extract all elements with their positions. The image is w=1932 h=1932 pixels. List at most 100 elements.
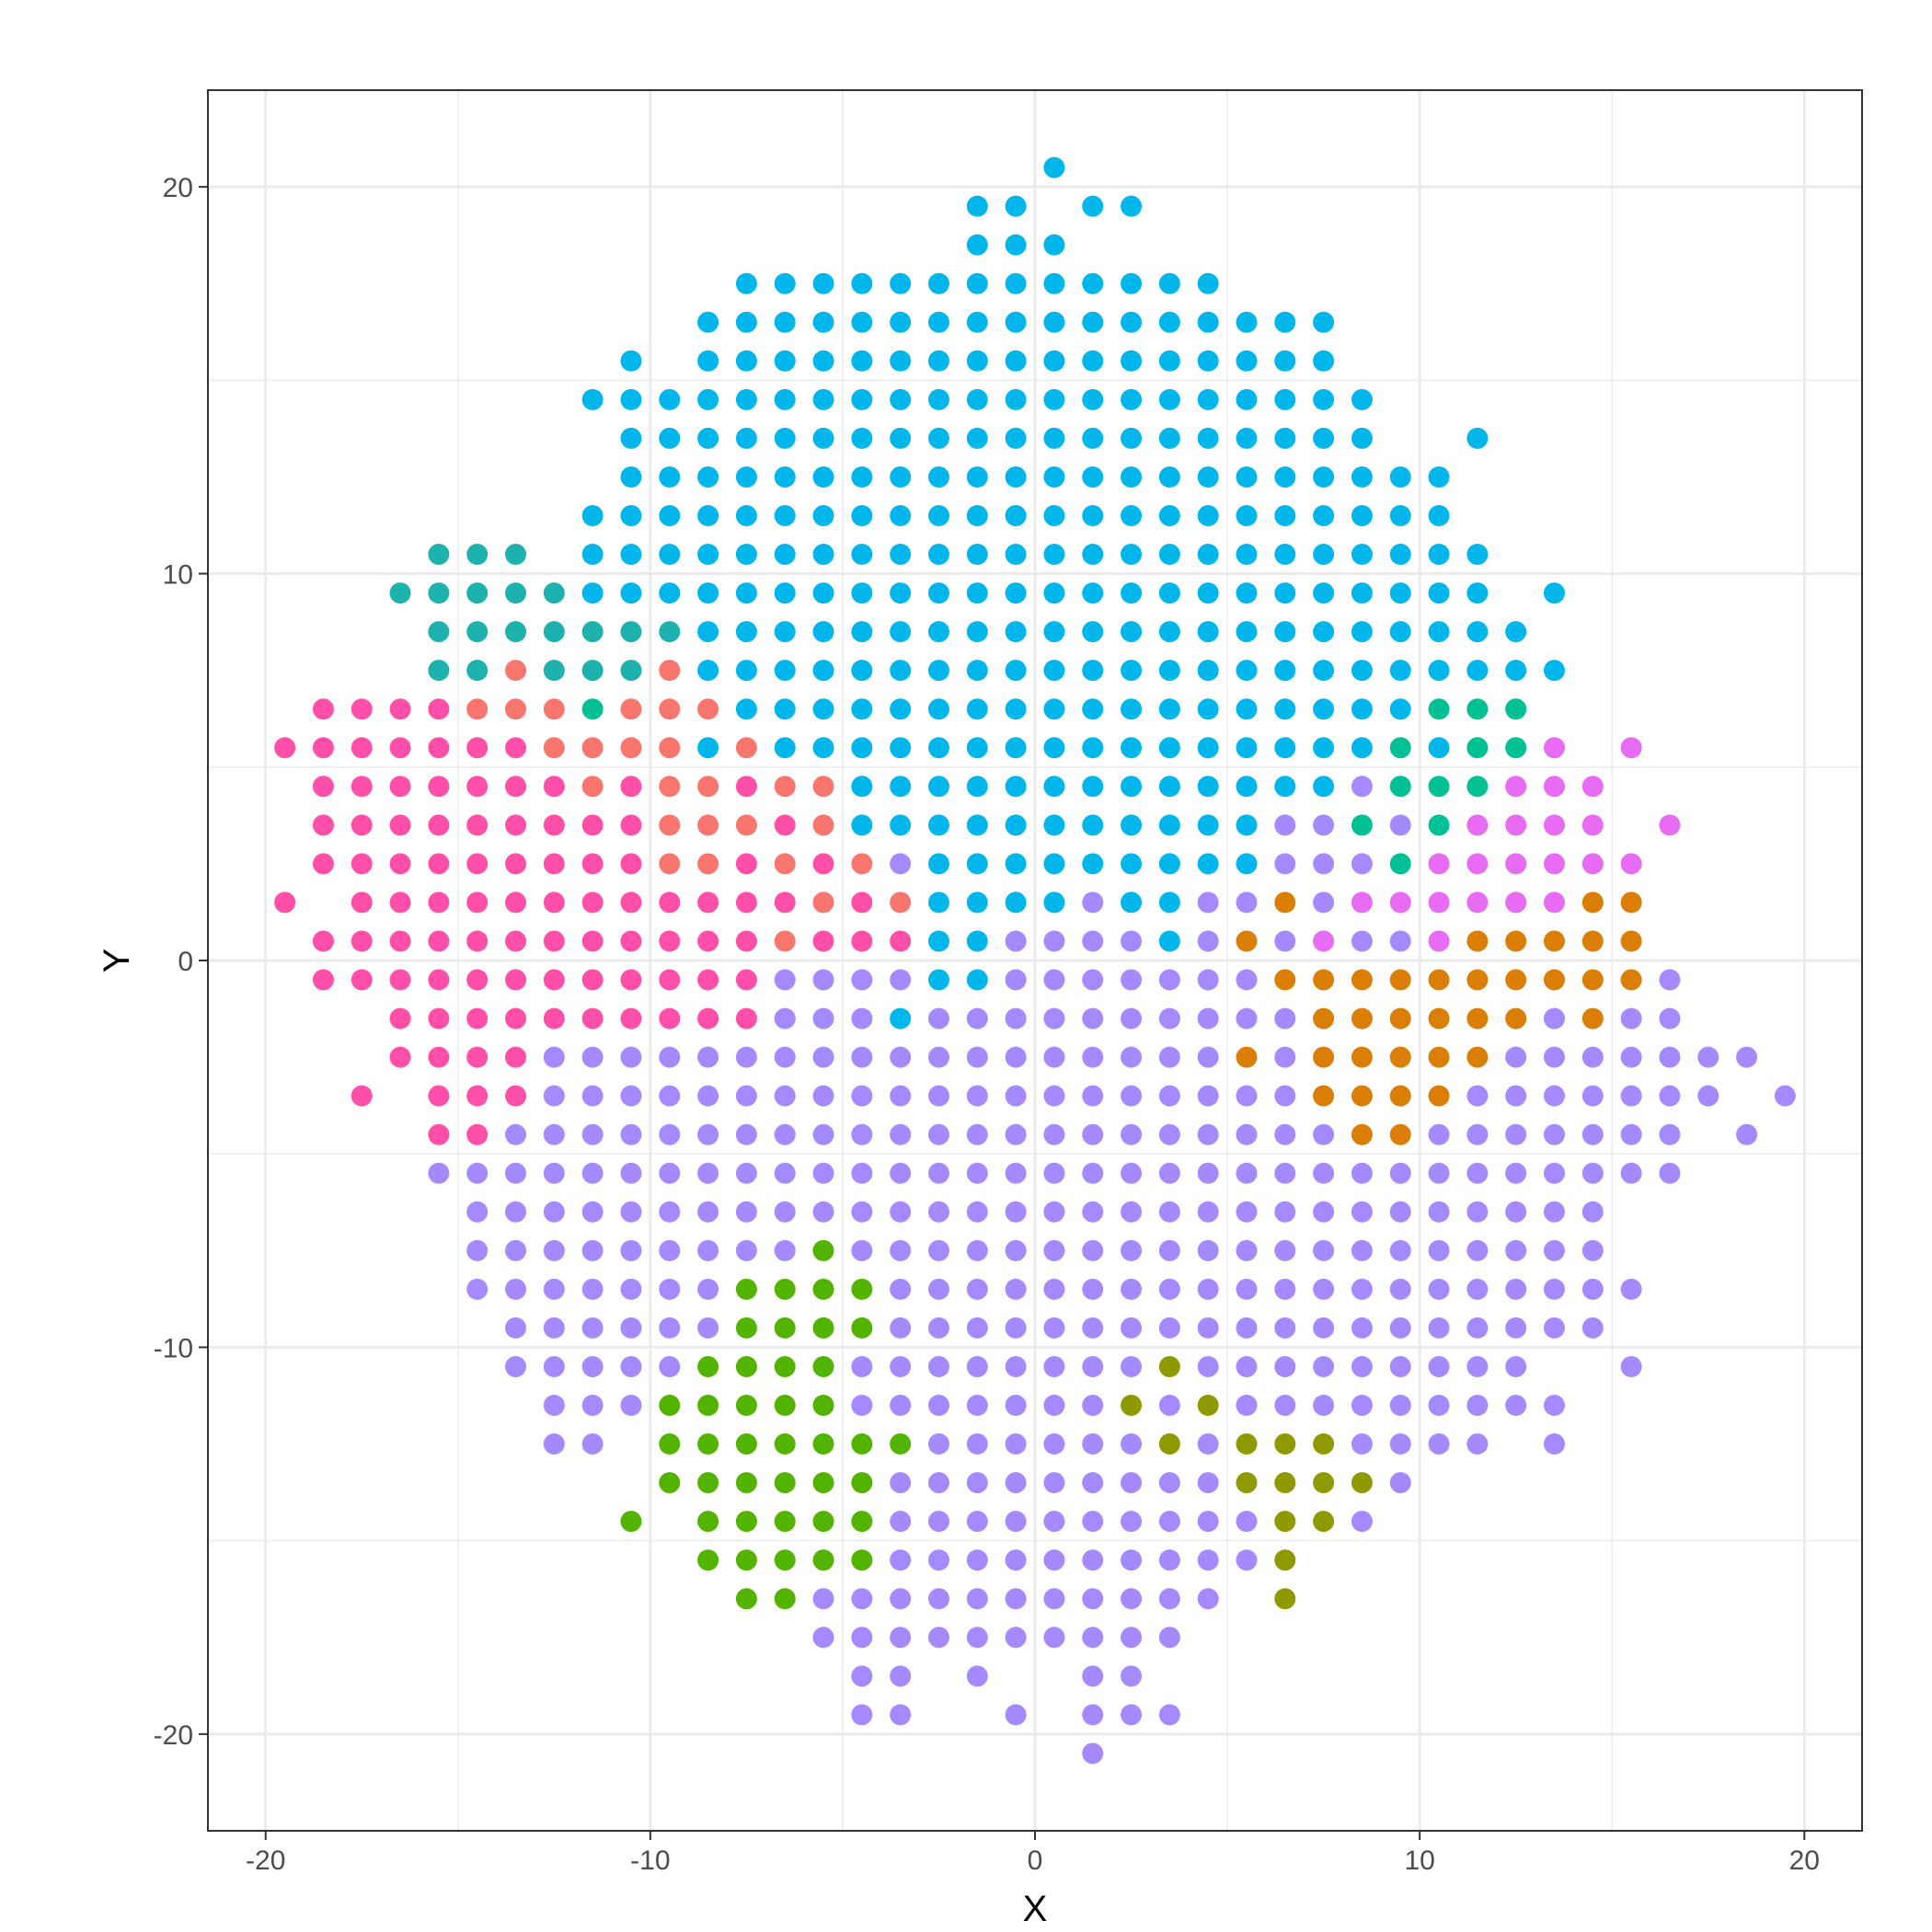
data-point [1005, 1201, 1027, 1223]
data-point [966, 1433, 988, 1455]
data-point [659, 1395, 681, 1417]
x-tick-label: 20 [1789, 1846, 1820, 1876]
data-point [1005, 1162, 1027, 1184]
data-point [1466, 621, 1489, 643]
data-point [1351, 698, 1373, 720]
data-point [774, 1278, 796, 1300]
data-point [1043, 1433, 1065, 1455]
data-point [697, 311, 719, 333]
data-point [697, 582, 719, 604]
data-point [851, 1433, 873, 1455]
data-point [1005, 1355, 1027, 1377]
data-point [1121, 350, 1143, 372]
data-point [927, 1278, 949, 1300]
data-point [1581, 1046, 1604, 1068]
data-point [1505, 1007, 1527, 1029]
data-point [1005, 582, 1027, 604]
data-point [1274, 1278, 1296, 1300]
data-point [1082, 1162, 1104, 1184]
data-point [1466, 660, 1489, 682]
data-point [1389, 504, 1411, 526]
data-point [890, 582, 912, 604]
data-point [1428, 1123, 1450, 1145]
data-point [812, 1355, 834, 1377]
data-point [1121, 621, 1143, 643]
data-point [1505, 969, 1527, 991]
data-point [1158, 350, 1180, 372]
data-point [1082, 737, 1104, 759]
data-point [312, 853, 334, 875]
data-point [890, 1239, 912, 1261]
data-point [505, 814, 527, 836]
data-point [581, 504, 604, 526]
data-point [890, 1085, 912, 1107]
data-point [1274, 1046, 1296, 1068]
data-point [1236, 1433, 1258, 1455]
data-point [1082, 582, 1104, 604]
data-point [890, 1549, 912, 1571]
data-point [812, 544, 834, 566]
data-point [1158, 853, 1180, 875]
y-axis: -20 -10 0 10 20 [154, 173, 208, 1751]
data-point [735, 1201, 757, 1223]
data-point [697, 1278, 719, 1300]
data-point [697, 737, 719, 759]
data-point [620, 1085, 642, 1107]
data-point [1158, 504, 1180, 526]
data-point [1197, 814, 1219, 836]
data-point [1581, 1317, 1604, 1339]
data-point [1351, 814, 1373, 836]
data-point [1428, 776, 1450, 798]
data-point [1581, 1123, 1604, 1145]
data-point [1236, 737, 1258, 759]
data-point [1543, 1201, 1565, 1223]
data-point [620, 1355, 642, 1377]
data-point [890, 698, 912, 720]
data-point [1158, 737, 1180, 759]
data-point [428, 853, 450, 875]
data-point [1236, 1162, 1258, 1184]
data-point [659, 930, 681, 952]
data-point [466, 582, 489, 604]
data-point [1659, 1123, 1681, 1145]
data-point [851, 891, 873, 914]
data-point [1121, 1549, 1143, 1571]
data-point [1005, 1511, 1027, 1533]
data-point [774, 1201, 796, 1223]
data-point [774, 1433, 796, 1455]
data-point [1082, 1704, 1104, 1726]
data-point [735, 504, 757, 526]
data-point [581, 1162, 604, 1184]
data-point [1313, 1162, 1335, 1184]
data-point [851, 621, 873, 643]
data-point [1005, 1278, 1027, 1300]
data-point [505, 1046, 527, 1068]
data-point [312, 969, 334, 991]
data-point [1158, 272, 1180, 294]
data-point [890, 1433, 912, 1455]
data-point [1351, 930, 1373, 952]
data-point [1505, 1162, 1527, 1184]
data-point [851, 466, 873, 488]
data-point [659, 1007, 681, 1029]
data-point [1466, 1085, 1489, 1107]
data-point [851, 930, 873, 952]
data-point [659, 969, 681, 991]
data-point [1581, 853, 1604, 875]
data-point [1274, 737, 1296, 759]
data-point [1428, 891, 1450, 914]
data-point [1043, 891, 1065, 914]
data-point [966, 698, 988, 720]
data-point [620, 737, 642, 759]
data-point [505, 698, 527, 720]
data-point [851, 1395, 873, 1417]
data-point [1005, 814, 1027, 836]
data-point [966, 350, 988, 372]
data-point [1313, 621, 1335, 643]
data-point [1389, 1317, 1411, 1339]
data-point [812, 776, 834, 798]
data-point [1620, 1046, 1642, 1068]
data-point [505, 1201, 527, 1223]
data-point [1121, 1665, 1143, 1687]
data-point [1351, 1278, 1373, 1300]
